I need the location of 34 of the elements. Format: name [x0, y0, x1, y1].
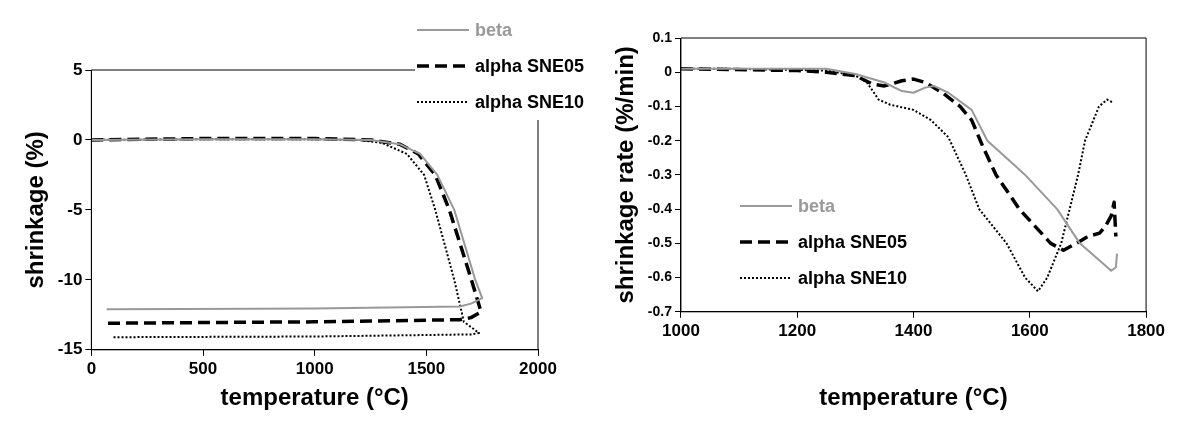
legend-label: alpha SNE10	[798, 267, 908, 289]
y-tick-label: -0.1	[647, 97, 673, 114]
y-tick-label: 0	[72, 129, 83, 149]
y-tick-label: 5	[72, 59, 83, 79]
y-tick-label: -0.7	[647, 302, 673, 319]
x-tick-label: 1800	[1127, 320, 1165, 340]
x-tick-label: 1500	[407, 358, 446, 378]
y-tick-label: -15	[57, 339, 83, 359]
y-tick-label: 0.1	[652, 28, 673, 45]
legend-label: alpha SNE05	[474, 55, 584, 77]
y-tick-label: -0.3	[647, 165, 673, 182]
x-tick-label: 1200	[778, 320, 817, 340]
x-tick-label: 2000	[519, 358, 557, 378]
legend-label: alpha SNE05	[798, 231, 908, 253]
legend-label: alpha SNE10	[474, 91, 584, 113]
x-axis-title: temperature (°C)	[819, 383, 1008, 411]
legend-label: beta	[798, 195, 836, 217]
y-tick-label: -5	[67, 199, 83, 219]
x-tick-label: 1000	[295, 358, 334, 378]
legend-label: beta	[474, 19, 512, 41]
y-tick-label: -0.6	[647, 268, 673, 285]
x-tick-label: 500	[188, 358, 218, 378]
y-tick-label: -0.2	[647, 131, 673, 148]
x-tick-label: 1400	[894, 320, 933, 340]
y-tick-label: -10	[57, 269, 83, 289]
y-tick-label: 0	[664, 63, 673, 80]
y-tick-label: -0.4	[647, 199, 673, 216]
x-tick-label: 0	[86, 358, 97, 378]
y-axis-title: shrinkage rate (%/min)	[611, 46, 639, 304]
y-axis-title: shrinkage (%)	[21, 131, 49, 289]
x-axis-title: temperature (°C)	[220, 383, 409, 411]
y-tick-label: -0.5	[647, 234, 673, 251]
x-tick-label: 1000	[662, 320, 700, 340]
x-tick-label: 1600	[1010, 320, 1049, 340]
